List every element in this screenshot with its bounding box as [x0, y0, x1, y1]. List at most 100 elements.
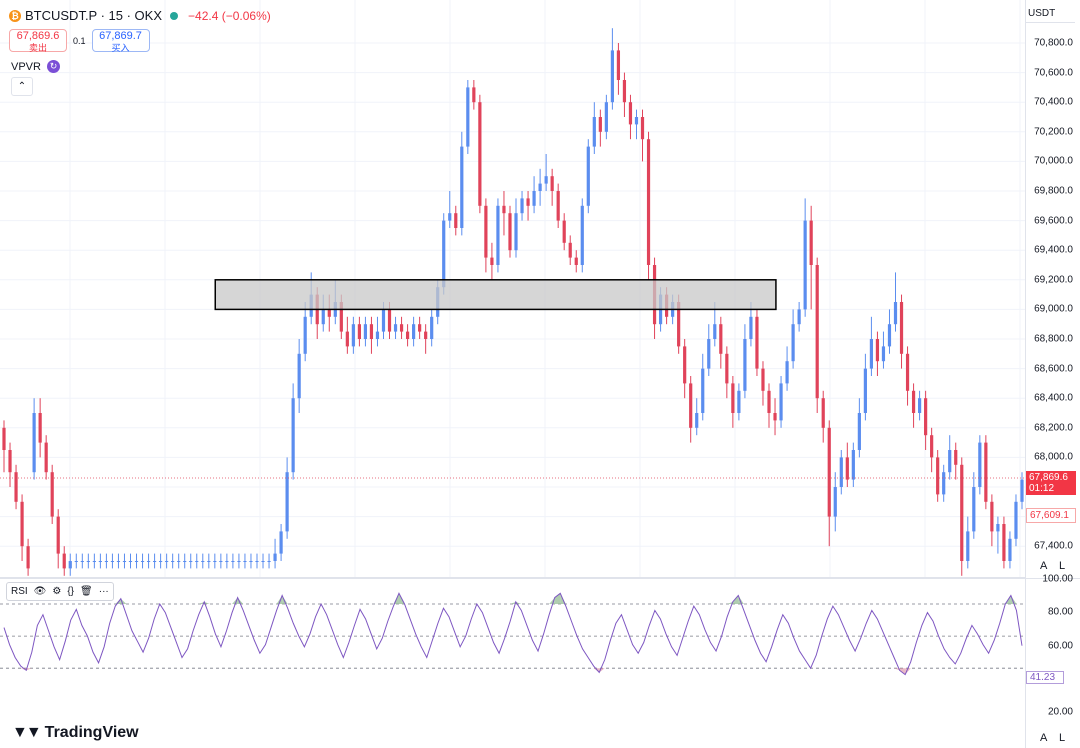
candle-body: [448, 213, 452, 221]
candle-body: [827, 427, 831, 517]
secondary-price-tag: 67,609.1: [1026, 508, 1076, 523]
candle-body: [62, 553, 66, 569]
candle-body: [249, 561, 253, 562]
candle-body: [98, 561, 102, 562]
candle-body: [930, 435, 934, 458]
auto-scale-button[interactable]: A: [1040, 560, 1048, 572]
candle-body: [640, 117, 645, 140]
candle-body: [893, 302, 898, 325]
candle-body: [140, 561, 145, 562]
candle-body: [496, 205, 500, 265]
collapse-legend-button[interactable]: ⌃: [11, 77, 33, 96]
candle-body: [911, 390, 916, 413]
rsi-line: [3, 592, 1023, 676]
candle-body: [195, 561, 199, 562]
candle-body: [201, 561, 205, 562]
candle-body: [261, 561, 265, 562]
price-tick-label: 69,600.0: [1034, 215, 1073, 227]
buy-button[interactable]: 67,869.7 买入: [91, 29, 150, 53]
sell-price: 67,869.6: [16, 30, 60, 42]
candle-body: [393, 324, 398, 332]
rsi-overbought-fill: [1010, 595, 1017, 604]
tradingview-logo-text: TradingView: [44, 724, 139, 741]
candle-body: [749, 316, 753, 339]
candle-body: [899, 302, 904, 354]
candle-body: [809, 220, 813, 265]
rsi-log-scale-button[interactable]: L: [1059, 732, 1066, 744]
candle-body: [1008, 538, 1012, 561]
price-tick-label: 67,400.0: [1034, 540, 1073, 552]
candle-body: [743, 339, 747, 391]
candle-body: [1020, 479, 1024, 502]
bar-countdown: 01:12: [1029, 483, 1055, 494]
candle-body: [231, 561, 235, 562]
candle-body: [68, 561, 72, 569]
price-chart[interactable]: [0, 0, 1025, 578]
price-tick-label: 69,000.0: [1034, 303, 1073, 315]
candle-body: [472, 87, 476, 103]
rsi-axis[interactable]: 100.00 80.00 60.00 20.00: [1025, 574, 1080, 748]
candle-body: [942, 472, 946, 495]
pane-divider[interactable]: [0, 577, 1080, 579]
candle-body: [363, 324, 368, 339]
more-icon[interactable]: ···: [98, 586, 109, 597]
price-tick-label: 70,400.0: [1034, 96, 1073, 108]
price-tick-label: 68,800.0: [1034, 333, 1073, 345]
candle-body: [405, 331, 410, 339]
eye-icon[interactable]: 👁: [33, 586, 47, 597]
rsi-overbought-fill: [198, 601, 205, 604]
candle-body: [544, 176, 548, 184]
price-tick-label: 70,600.0: [1034, 67, 1073, 79]
candle-body: [996, 524, 1000, 532]
symbol-title[interactable]: BTCUSDT.P · 15 · OKX: [25, 8, 163, 23]
candle-body: [689, 383, 693, 428]
last-price-tag: 67,869.6 01:12: [1026, 471, 1076, 495]
price-tick-label: 68,600.0: [1034, 363, 1073, 375]
spread-value: 0.1: [73, 35, 86, 46]
candle-body: [14, 472, 18, 502]
candle-body: [50, 472, 54, 517]
candle-body: [634, 117, 639, 125]
candle-body: [255, 561, 259, 562]
vpvr-label: VPVR: [11, 60, 41, 73]
candle-body: [122, 561, 127, 562]
candle-body: [327, 309, 331, 317]
tradingview-logo[interactable]: ▼▼ TradingView: [12, 724, 139, 742]
candle-body: [237, 561, 241, 562]
rsi-chart[interactable]: [0, 579, 1025, 748]
candle-body: [616, 50, 621, 80]
currency-selector[interactable]: USDT: [1025, 8, 1075, 23]
candle-body: [430, 316, 434, 339]
buy-label: 买入: [111, 43, 130, 53]
candle-body: [767, 390, 771, 413]
candle-body: [26, 546, 30, 569]
candle-body: [538, 183, 542, 191]
candle-body: [285, 472, 289, 532]
candle-body: [116, 561, 121, 562]
candle-body: [731, 383, 735, 413]
market-status-dot: [170, 11, 179, 20]
rsi-legend[interactable]: RSI 👁 ⚙ {} 🗑 ···: [6, 582, 114, 601]
price-tick-label: 69,400.0: [1034, 244, 1073, 256]
candle-body: [845, 457, 849, 480]
price-tick-label: 70,000.0: [1034, 155, 1073, 167]
rsi-overbought-fill: [510, 601, 516, 604]
vpvr-indicator-legend[interactable]: VPVR ↻: [11, 60, 60, 73]
candle-body: [683, 346, 687, 384]
main-chart-pane[interactable]: [0, 0, 1025, 578]
candle-body: [905, 353, 910, 391]
candle-body: [857, 413, 861, 450]
sell-button[interactable]: 67,869.6 卖出: [9, 29, 67, 53]
source-code-icon[interactable]: {}: [67, 586, 75, 597]
candle-body: [881, 346, 886, 362]
trash-icon[interactable]: 🗑: [80, 586, 93, 597]
rsi-auto-scale-button[interactable]: A: [1040, 732, 1048, 744]
candle-body: [803, 220, 807, 310]
settings-icon[interactable]: ⚙: [52, 586, 62, 597]
support-zone-rectangle[interactable]: [214, 279, 777, 311]
candle-body: [165, 561, 169, 562]
price-tick-label: 68,400.0: [1034, 392, 1073, 404]
rsi-pane[interactable]: [0, 579, 1025, 748]
log-scale-button[interactable]: L: [1059, 560, 1066, 572]
candle-body: [375, 331, 380, 339]
